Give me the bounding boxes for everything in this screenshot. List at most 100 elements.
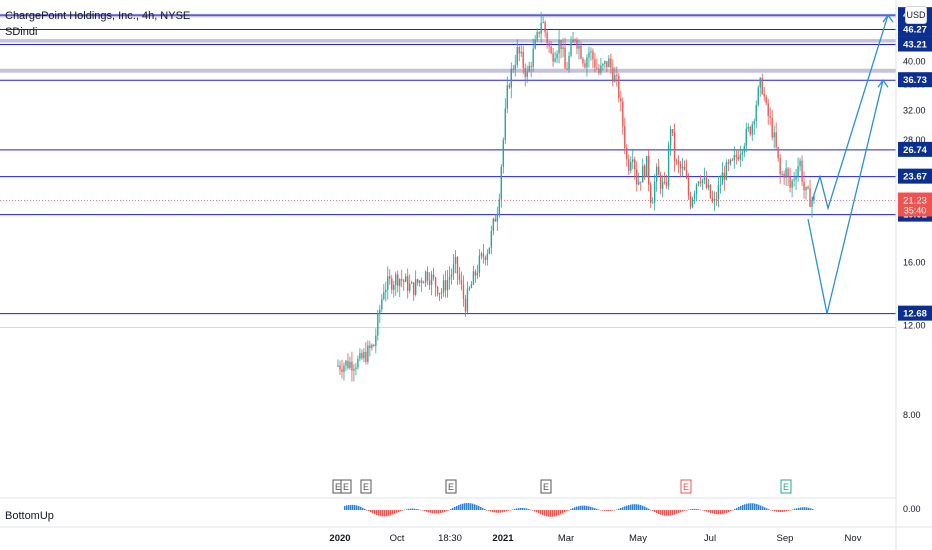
candle-body <box>677 161 680 165</box>
candle-body <box>564 47 566 69</box>
earnings-badge <box>445 479 457 494</box>
currency-button[interactable]: USD <box>905 6 927 24</box>
candle-body <box>474 271 477 276</box>
candle-body <box>408 283 411 291</box>
histogram-bar <box>626 505 628 510</box>
candle-body <box>498 199 501 215</box>
histogram-bar <box>452 508 454 510</box>
candle-body <box>721 172 724 185</box>
candle-body <box>560 40 562 49</box>
histogram-bar <box>676 510 678 514</box>
candle-body <box>466 288 469 312</box>
candle-body <box>612 67 614 82</box>
earnings-marker[interactable]: E <box>445 479 457 494</box>
earnings-marker[interactable]: E <box>540 479 552 494</box>
histogram-bar <box>574 507 576 510</box>
earnings-marker[interactable]: E <box>340 479 352 494</box>
candle-body <box>715 199 718 201</box>
candle-body <box>345 360 347 366</box>
histogram-bar <box>808 507 810 510</box>
candle-body <box>405 276 407 282</box>
candle-body <box>693 193 696 199</box>
histogram-bar <box>372 510 374 514</box>
candle-body <box>502 139 504 167</box>
histogram-bar <box>522 507 524 510</box>
candle-body <box>363 351 365 359</box>
histogram-bar <box>706 510 708 512</box>
histogram-bar <box>510 510 512 511</box>
candle-body <box>805 186 807 191</box>
histogram-bar <box>598 509 600 511</box>
histogram-bar <box>622 507 624 510</box>
histogram-bar <box>354 505 356 510</box>
candle-body <box>638 181 640 185</box>
candle-body <box>476 272 479 276</box>
histogram-bar <box>496 510 498 513</box>
candle-body <box>632 159 634 162</box>
y-tick-label: 16.00 <box>903 258 926 268</box>
candle-body <box>438 293 441 295</box>
histogram-bar <box>762 506 764 510</box>
histogram-bar <box>728 510 730 513</box>
histogram-bar <box>678 510 680 514</box>
candle-body <box>538 31 540 34</box>
histogram-bar <box>752 503 754 510</box>
level-badge-text: 43.21 <box>903 40 927 51</box>
histogram-bar <box>438 510 440 514</box>
level-badge-text: 26.74 <box>903 145 927 156</box>
histogram-bar <box>590 506 592 510</box>
candle-body <box>701 179 704 184</box>
earnings-marker[interactable]: E <box>360 479 372 494</box>
histogram-bar <box>376 510 378 516</box>
candle-body <box>339 365 341 370</box>
candle-body <box>478 255 481 273</box>
histogram-bar <box>624 506 626 510</box>
histogram-bar <box>348 505 350 510</box>
histogram-bar <box>426 510 428 512</box>
histogram-bar <box>630 504 632 510</box>
candle-body <box>434 277 437 287</box>
candle-body <box>663 181 666 183</box>
histogram-bar <box>608 510 610 512</box>
candle-body <box>424 271 427 283</box>
level-price-badge: 26.74 <box>898 141 932 157</box>
candle-body <box>642 165 644 183</box>
candle-body <box>610 58 612 68</box>
candle-body <box>602 63 604 66</box>
histogram-bar <box>644 506 646 510</box>
candle-body <box>803 181 805 191</box>
candle-body <box>540 22 542 34</box>
histogram-bar <box>524 508 526 510</box>
histogram-bar <box>602 510 604 511</box>
histogram-bar <box>464 503 466 510</box>
histogram-bar <box>756 504 758 510</box>
candle-body <box>640 181 642 183</box>
histogram-bar <box>480 507 482 510</box>
histogram-bar <box>796 508 798 510</box>
candle-body <box>659 175 662 189</box>
current-price-countdown: 35:40 <box>904 206 927 216</box>
histogram-bar <box>806 507 808 510</box>
histogram-bar <box>432 510 434 514</box>
histogram-bar <box>470 503 472 510</box>
y-tick-label: 8.00 <box>903 410 921 420</box>
histogram-bar <box>380 510 382 517</box>
earnings-label: E <box>543 482 549 492</box>
histogram-bar <box>788 510 790 511</box>
histogram-bar <box>586 505 588 510</box>
histogram-bar <box>532 510 534 511</box>
histogram-bar <box>546 510 548 517</box>
histogram-bar <box>356 505 358 510</box>
candle-body <box>689 195 692 207</box>
candle-body <box>789 176 791 188</box>
earnings-marker[interactable]: E <box>780 479 792 494</box>
histogram-bar <box>722 510 724 515</box>
candle-body <box>472 271 475 285</box>
histogram-bar <box>618 508 620 510</box>
histogram-bar <box>596 508 598 510</box>
candle-body <box>379 309 381 314</box>
histogram-bar <box>458 505 460 510</box>
candle-body <box>586 57 588 68</box>
earnings-marker[interactable]: E <box>680 479 692 494</box>
